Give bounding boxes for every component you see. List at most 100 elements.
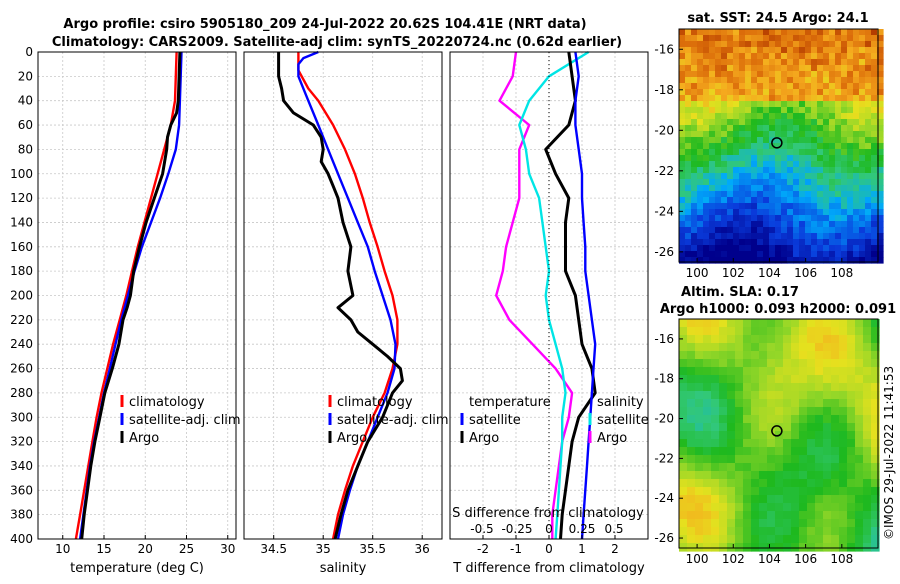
map-cell — [685, 65, 692, 72]
map-cell — [799, 487, 808, 496]
map-cell — [783, 343, 792, 352]
map-x-tick-label: 106 — [794, 266, 817, 280]
map-cell — [835, 239, 842, 246]
map-cell — [703, 215, 710, 222]
map-cell — [735, 519, 744, 528]
map-cell — [853, 155, 860, 162]
map-cell — [769, 59, 776, 66]
map-cell — [769, 113, 776, 120]
map-cell — [691, 101, 698, 108]
map-cell — [703, 495, 712, 504]
map-cell — [781, 209, 788, 216]
map-cell — [783, 471, 792, 480]
map-cell — [823, 119, 830, 126]
map-cell — [859, 107, 866, 114]
map-cell — [775, 415, 784, 424]
map-cell — [871, 527, 880, 536]
map-cell — [871, 221, 878, 228]
map-cell — [679, 167, 686, 174]
map-cell — [781, 167, 788, 174]
map-cell — [871, 447, 880, 456]
map-cell — [745, 137, 752, 144]
map-cell — [703, 245, 710, 252]
map-cell — [877, 251, 884, 258]
map-cell — [775, 479, 784, 488]
map-cell — [799, 447, 808, 456]
map-cell — [823, 257, 830, 264]
map-cell — [715, 83, 722, 90]
map-cell — [877, 185, 884, 192]
map-cell — [679, 257, 686, 264]
map-cell — [775, 543, 784, 552]
map-cell — [855, 415, 864, 424]
y-tick-label: 0 — [25, 45, 33, 59]
map-cell — [865, 113, 872, 120]
map-cell — [799, 423, 808, 432]
map-cell — [767, 367, 776, 376]
map-cell — [757, 143, 764, 150]
map-cell — [871, 83, 878, 90]
map-cell — [759, 335, 768, 344]
map-cell — [799, 53, 806, 60]
map-cell — [691, 215, 698, 222]
map-cell — [781, 59, 788, 66]
map-cell — [703, 463, 712, 472]
map-cell — [739, 113, 746, 120]
map-cell — [787, 71, 794, 78]
map-cell — [799, 113, 806, 120]
map-cell — [853, 257, 860, 264]
map-x-tick-label: 100 — [686, 266, 709, 280]
map-cell — [715, 167, 722, 174]
map-cell — [687, 487, 696, 496]
x-tick-label: 10 — [55, 542, 70, 556]
map-cell — [703, 95, 710, 102]
map-cell — [687, 439, 696, 448]
map-cell — [793, 41, 800, 48]
map-cell — [745, 161, 752, 168]
map-cell — [835, 71, 842, 78]
map-cell — [793, 95, 800, 102]
map-cell — [695, 447, 704, 456]
map-cell — [711, 487, 720, 496]
map-cell — [719, 399, 728, 408]
map-cell — [829, 65, 836, 72]
argo-position-marker — [771, 425, 783, 437]
map-cell — [727, 519, 736, 528]
map-cell — [853, 233, 860, 240]
map-cell — [831, 447, 840, 456]
map-cell — [877, 203, 884, 210]
map-cell — [685, 173, 692, 180]
map-cell — [679, 319, 688, 328]
map-y-tick-label: -16 — [654, 42, 674, 56]
map-cell — [715, 107, 722, 114]
map-cell — [805, 119, 812, 126]
map-cell — [727, 535, 736, 544]
map-cell — [751, 399, 760, 408]
y-tick-label: 60 — [18, 118, 33, 132]
map-cell — [739, 257, 746, 264]
map-cell — [793, 185, 800, 192]
map-cell — [799, 179, 806, 186]
map-cell — [807, 471, 816, 480]
map-cell — [721, 215, 728, 222]
map-cell — [743, 455, 752, 464]
map-cell — [847, 155, 854, 162]
map-cell — [847, 431, 856, 440]
map-cell — [685, 83, 692, 90]
map-cell — [711, 543, 720, 552]
map-cell — [721, 119, 728, 126]
map-cell — [835, 113, 842, 120]
map-cell — [807, 431, 816, 440]
map-cell — [691, 227, 698, 234]
map-cell — [859, 239, 866, 246]
map-cell — [687, 511, 696, 520]
map-cell — [811, 161, 818, 168]
map-cell — [829, 239, 836, 246]
map-cell — [727, 415, 736, 424]
map-cell — [793, 179, 800, 186]
map-x-tick-label: 108 — [830, 266, 853, 280]
map-cell — [855, 447, 864, 456]
map-cell — [871, 131, 878, 138]
map-cell — [823, 447, 832, 456]
